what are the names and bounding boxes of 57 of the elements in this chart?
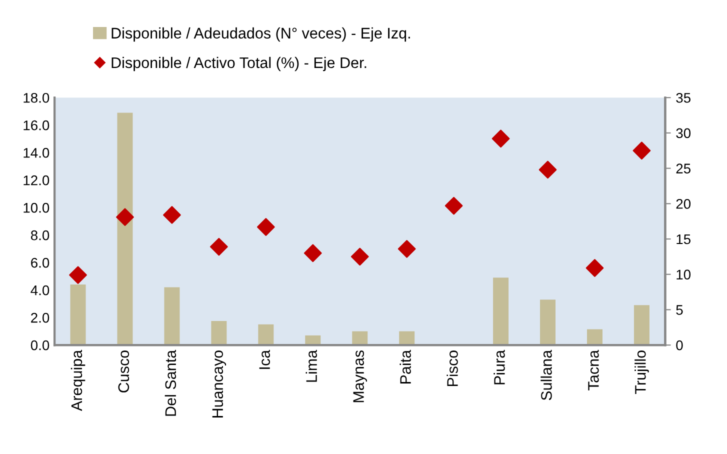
x-tick-label: Arequipa	[70, 350, 86, 412]
bar	[399, 331, 415, 346]
point	[492, 130, 510, 148]
x-tick-label: Ica	[259, 350, 270, 369]
bar	[117, 112, 133, 346]
point	[350, 248, 369, 266]
point	[257, 218, 275, 236]
bar	[70, 284, 86, 346]
bar	[211, 320, 227, 346]
legend-label: Disponible / Activo Total (%) - Eje Der.	[112, 56, 366, 72]
point	[444, 196, 463, 215]
bar	[352, 331, 368, 346]
x-tick-label: Cusco	[118, 350, 130, 392]
x-tick-label: Lima	[306, 350, 317, 382]
x-tick-label: Maynas	[353, 350, 367, 402]
point	[632, 142, 651, 160]
bar	[493, 278, 509, 346]
bar	[540, 300, 556, 346]
y-tick-label: 0.0	[30, 340, 50, 350]
y-tick-label: 10.0	[24, 202, 50, 213]
legend-label: Disponible / Adeudados (N° veces) - Eje Izq.	[112, 27, 410, 42]
point	[398, 240, 416, 258]
y-tick-label: 8.0	[30, 230, 50, 240]
y2-tick-label: 30	[676, 128, 691, 138]
y2-tick-label: 10	[676, 270, 691, 280]
y-tick-label: 16.0	[24, 120, 50, 130]
x-tick-label: Huancayo	[212, 350, 226, 418]
point	[116, 208, 134, 226]
x-tick-label: Del Santa	[164, 350, 176, 416]
x-tick-label: Sullana	[540, 350, 552, 400]
point	[210, 238, 228, 256]
point	[163, 206, 181, 224]
y2-tick-label: 25	[676, 164, 690, 174]
point	[586, 259, 604, 277]
y2-tick-label: 15	[676, 234, 690, 244]
y2-tick-label: 20	[676, 198, 691, 209]
bar	[586, 329, 602, 346]
y-tick-label: 6.0	[31, 258, 50, 268]
y-tick-label: 18.0	[24, 92, 50, 103]
x-tick-label: Paita	[400, 350, 411, 384]
x-tick-label: Tacna	[588, 350, 599, 390]
y2-tick-label: 35	[676, 92, 690, 103]
bar	[164, 287, 180, 346]
point	[69, 266, 87, 284]
y2-tick-label: 5	[676, 305, 683, 315]
y-tick-label: 4.0	[30, 285, 50, 296]
y-tick-label: 14.0	[24, 148, 50, 158]
bar	[634, 305, 650, 346]
x-tick-label: Pisco	[446, 350, 458, 386]
bar	[258, 324, 274, 346]
y-tick-label: 2.0	[31, 312, 50, 323]
point	[538, 160, 557, 179]
y-tick-label: 12.0	[24, 175, 50, 186]
point	[304, 244, 322, 262]
y2-tick-label: 0	[676, 340, 683, 350]
x-tick-label: Piura	[494, 350, 505, 384]
x-tick-label: Trujillo	[634, 350, 649, 394]
